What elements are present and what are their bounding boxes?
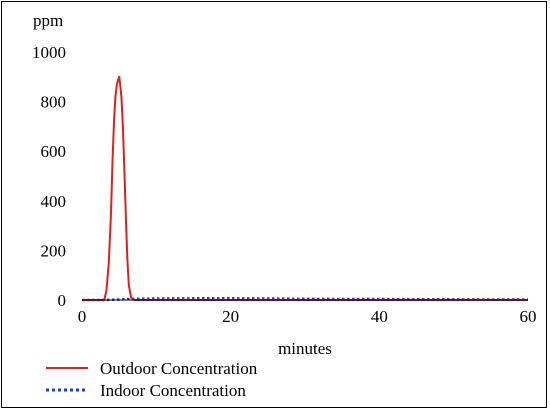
y-axis-label: ppm [33, 11, 63, 30]
series-layer [82, 75, 528, 302]
x-axis-label: minutes [278, 339, 332, 358]
y-tick-label: 200 [41, 241, 67, 260]
series-line-outdoor [82, 75, 528, 301]
series-line-indoor [82, 297, 528, 302]
x-tick-label: 60 [520, 307, 537, 326]
y-tick-label: 400 [41, 192, 67, 211]
y-tick-labels: 0 200 400 600 800 1000 [32, 43, 66, 310]
y-tick-label: 1000 [32, 43, 66, 62]
x-tick-label: 20 [222, 307, 239, 326]
legend: Outdoor Concentration Indoor Concentrati… [46, 359, 258, 400]
y-tick-label: 0 [58, 291, 67, 310]
x-tick-label: 0 [78, 307, 87, 326]
x-tick-labels: 0 20 40 60 [78, 307, 537, 326]
y-tick-label: 600 [41, 142, 67, 161]
x-tick-label: 40 [371, 307, 388, 326]
legend-label-outdoor: Outdoor Concentration [100, 359, 258, 378]
y-tick-label: 800 [41, 93, 67, 112]
legend-label-indoor: Indoor Concentration [100, 381, 246, 400]
